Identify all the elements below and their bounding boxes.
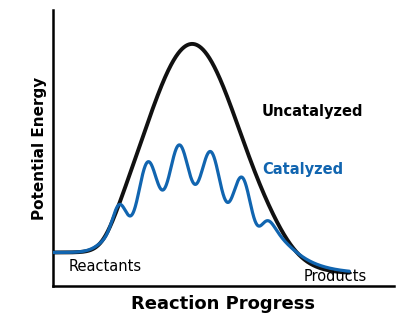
- Text: Uncatalyzed: Uncatalyzed: [261, 104, 362, 119]
- Text: Catalyzed: Catalyzed: [261, 162, 342, 176]
- X-axis label: Reaction Progress: Reaction Progress: [131, 295, 315, 313]
- Text: Reactants: Reactants: [69, 259, 142, 274]
- Text: Products: Products: [303, 269, 366, 284]
- Y-axis label: Potential Energy: Potential Energy: [32, 77, 47, 220]
